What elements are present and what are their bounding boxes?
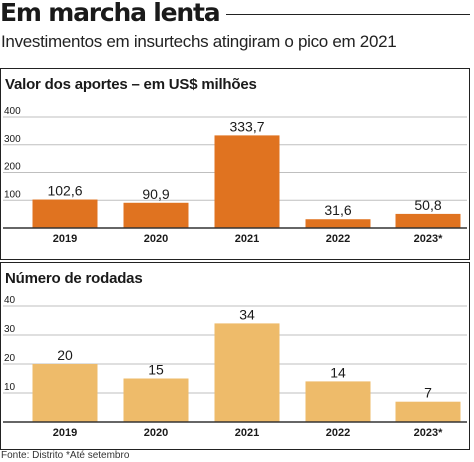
- data-label: 20: [57, 347, 73, 363]
- bar: [32, 199, 98, 228]
- y-tick-label: 10: [4, 382, 16, 393]
- chart-title: Número de rodadas: [5, 270, 143, 287]
- data-label: 34: [239, 306, 255, 322]
- data-label: 102,6: [47, 183, 82, 199]
- page-title: Em marcha lenta: [0, 0, 221, 27]
- x-tick-label: 2019: [53, 233, 77, 245]
- x-tick-label: 2022: [326, 233, 350, 245]
- y-tick-label: 300: [4, 134, 21, 145]
- y-tick-label: 30: [4, 324, 16, 335]
- investment-value-bar-chart: 100 200 300 400 102,6 2019 90,9 2020 333,7 2021 31…: [3, 106, 467, 245]
- data-label: 14: [330, 364, 346, 380]
- bar: [214, 323, 280, 422]
- data-label: 50,8: [414, 197, 441, 213]
- x-tick-label: 2022: [326, 427, 350, 439]
- bar: [123, 378, 189, 422]
- chart-panel-funding-rounds: Número de rodadas 10 20 30 40 20 2019 15 2020 34…: [0, 262, 470, 450]
- x-tick-label: 2020: [144, 233, 168, 245]
- page-subtitle: Investimentos em insurtechs atingiram o …: [1, 32, 397, 51]
- data-label: 15: [148, 362, 164, 378]
- y-tick-label: 200: [4, 162, 21, 173]
- x-tick-label: 2020: [144, 427, 168, 439]
- x-tick-label: 2019: [53, 427, 77, 439]
- y-tick-label: 400: [4, 106, 21, 117]
- bar: [214, 135, 280, 228]
- y-tick-label: 40: [4, 295, 16, 306]
- x-tick-label: 2021: [235, 233, 259, 245]
- bar: [395, 213, 461, 228]
- bar: [32, 364, 98, 422]
- data-label: 7: [424, 385, 432, 401]
- data-label: 31,6: [324, 202, 351, 218]
- chart-title: Valor dos aportes – em US$ milhões: [5, 76, 257, 93]
- data-label: 333,7: [229, 118, 264, 134]
- title-rule: [226, 14, 470, 15]
- bar: [305, 381, 371, 422]
- y-tick-label: 100: [4, 189, 21, 200]
- bar: [305, 219, 371, 228]
- bar: [395, 401, 461, 422]
- bar: [123, 202, 189, 228]
- data-label: 90,9: [142, 186, 169, 202]
- chart-panel-investment-value: Valor dos aportes – em US$ milhões 100 20…: [0, 68, 470, 260]
- x-tick-label: 2021: [235, 427, 259, 439]
- header: Em marcha lenta: [0, 0, 474, 30]
- x-tick-label: 2023*: [414, 427, 443, 439]
- funding-rounds-bar-chart: 10 20 30 40 20 2019 15 2020 34 2021 14 2022 7 2023*: [3, 295, 467, 439]
- y-tick-label: 20: [4, 353, 16, 364]
- source-note: Fonte: Distrito *Até setembro: [1, 450, 130, 461]
- x-tick-label: 2023*: [414, 233, 443, 245]
